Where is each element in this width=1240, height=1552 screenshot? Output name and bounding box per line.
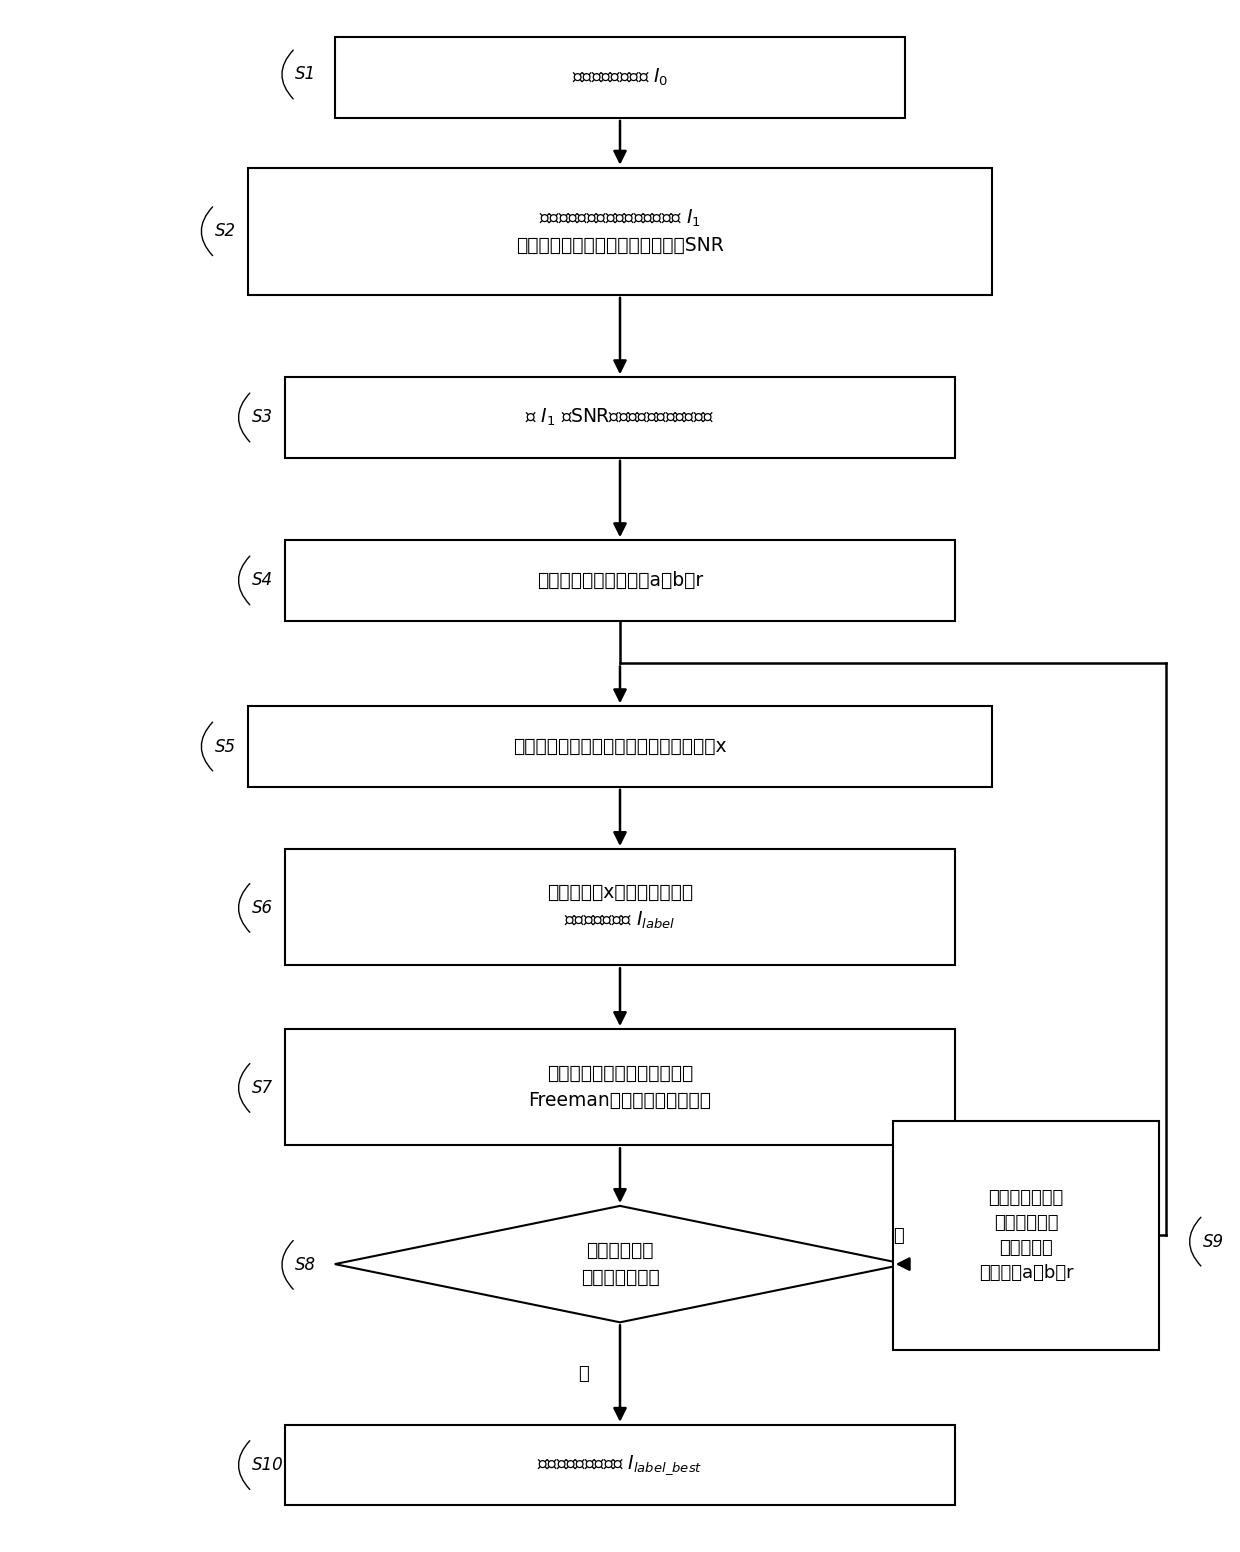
Text: S9: S9 <box>1203 1232 1224 1251</box>
FancyBboxPatch shape <box>248 168 992 295</box>
Text: S4: S4 <box>252 571 273 590</box>
Text: 判断是否满足
优化终止条件？: 判断是否满足 优化终止条件？ <box>580 1242 660 1287</box>
Text: S5: S5 <box>215 737 236 756</box>
Text: 将输出信号x输入到阈値器中
得到目标标记图 $I_{label}$: 将输出信号x输入到阈値器中 得到目标标记图 $I_{label}$ <box>547 883 693 931</box>
Text: 输出最优目标标记图 $I_{label\_best}$: 输出最优目标标记图 $I_{label\_best}$ <box>537 1453 703 1478</box>
Polygon shape <box>335 1206 905 1322</box>
Text: S7: S7 <box>252 1079 273 1097</box>
Text: 由数値分析得出逻辑随机共振的输出信号x: 由数値分析得出逻辑随机共振的输出信号x <box>513 737 727 756</box>
FancyBboxPatch shape <box>893 1121 1159 1350</box>
Text: S3: S3 <box>252 408 273 427</box>
FancyBboxPatch shape <box>285 849 955 965</box>
FancyBboxPatch shape <box>248 706 992 787</box>
Text: S6: S6 <box>252 899 273 917</box>
Text: 将正确率输入到
遗传网络单元
选择更优的
系统参数a、b、r: 将正确率输入到 遗传网络单元 选择更优的 系统参数a、b、r <box>978 1189 1074 1282</box>
Text: 拍摄得到低质图像 $I_0$: 拍摄得到低质图像 $I_0$ <box>572 67 668 88</box>
Text: 将低质图像一维展开得到一维信号 $I_1$
同时，计算低质图像的估计信噪比SNR: 将低质图像一维展开得到一维信号 $I_1$ 同时，计算低质图像的估计信噪比SNR <box>516 208 724 255</box>
FancyBboxPatch shape <box>285 1029 955 1145</box>
FancyBboxPatch shape <box>285 377 955 458</box>
Text: 否: 否 <box>894 1228 904 1245</box>
Text: S8: S8 <box>295 1256 316 1274</box>
FancyBboxPatch shape <box>285 540 955 621</box>
Text: S1: S1 <box>295 65 316 84</box>
Text: 由目标标记图与标准目标图的
Freeman链路差値得到正确率: 由目标标记图与标准目标图的 Freeman链路差値得到正确率 <box>528 1065 712 1110</box>
Text: S10: S10 <box>252 1456 284 1474</box>
FancyBboxPatch shape <box>285 1425 955 1505</box>
Text: 随机选定初始系统参数a、b、r: 随机选定初始系统参数a、b、r <box>537 571 703 590</box>
Text: 将 $I_1$ 和SNR输入到逻辑随机共振单元: 将 $I_1$ 和SNR输入到逻辑随机共振单元 <box>526 407 714 428</box>
Text: 是: 是 <box>578 1364 589 1383</box>
Text: S2: S2 <box>215 222 236 241</box>
FancyBboxPatch shape <box>335 37 905 118</box>
